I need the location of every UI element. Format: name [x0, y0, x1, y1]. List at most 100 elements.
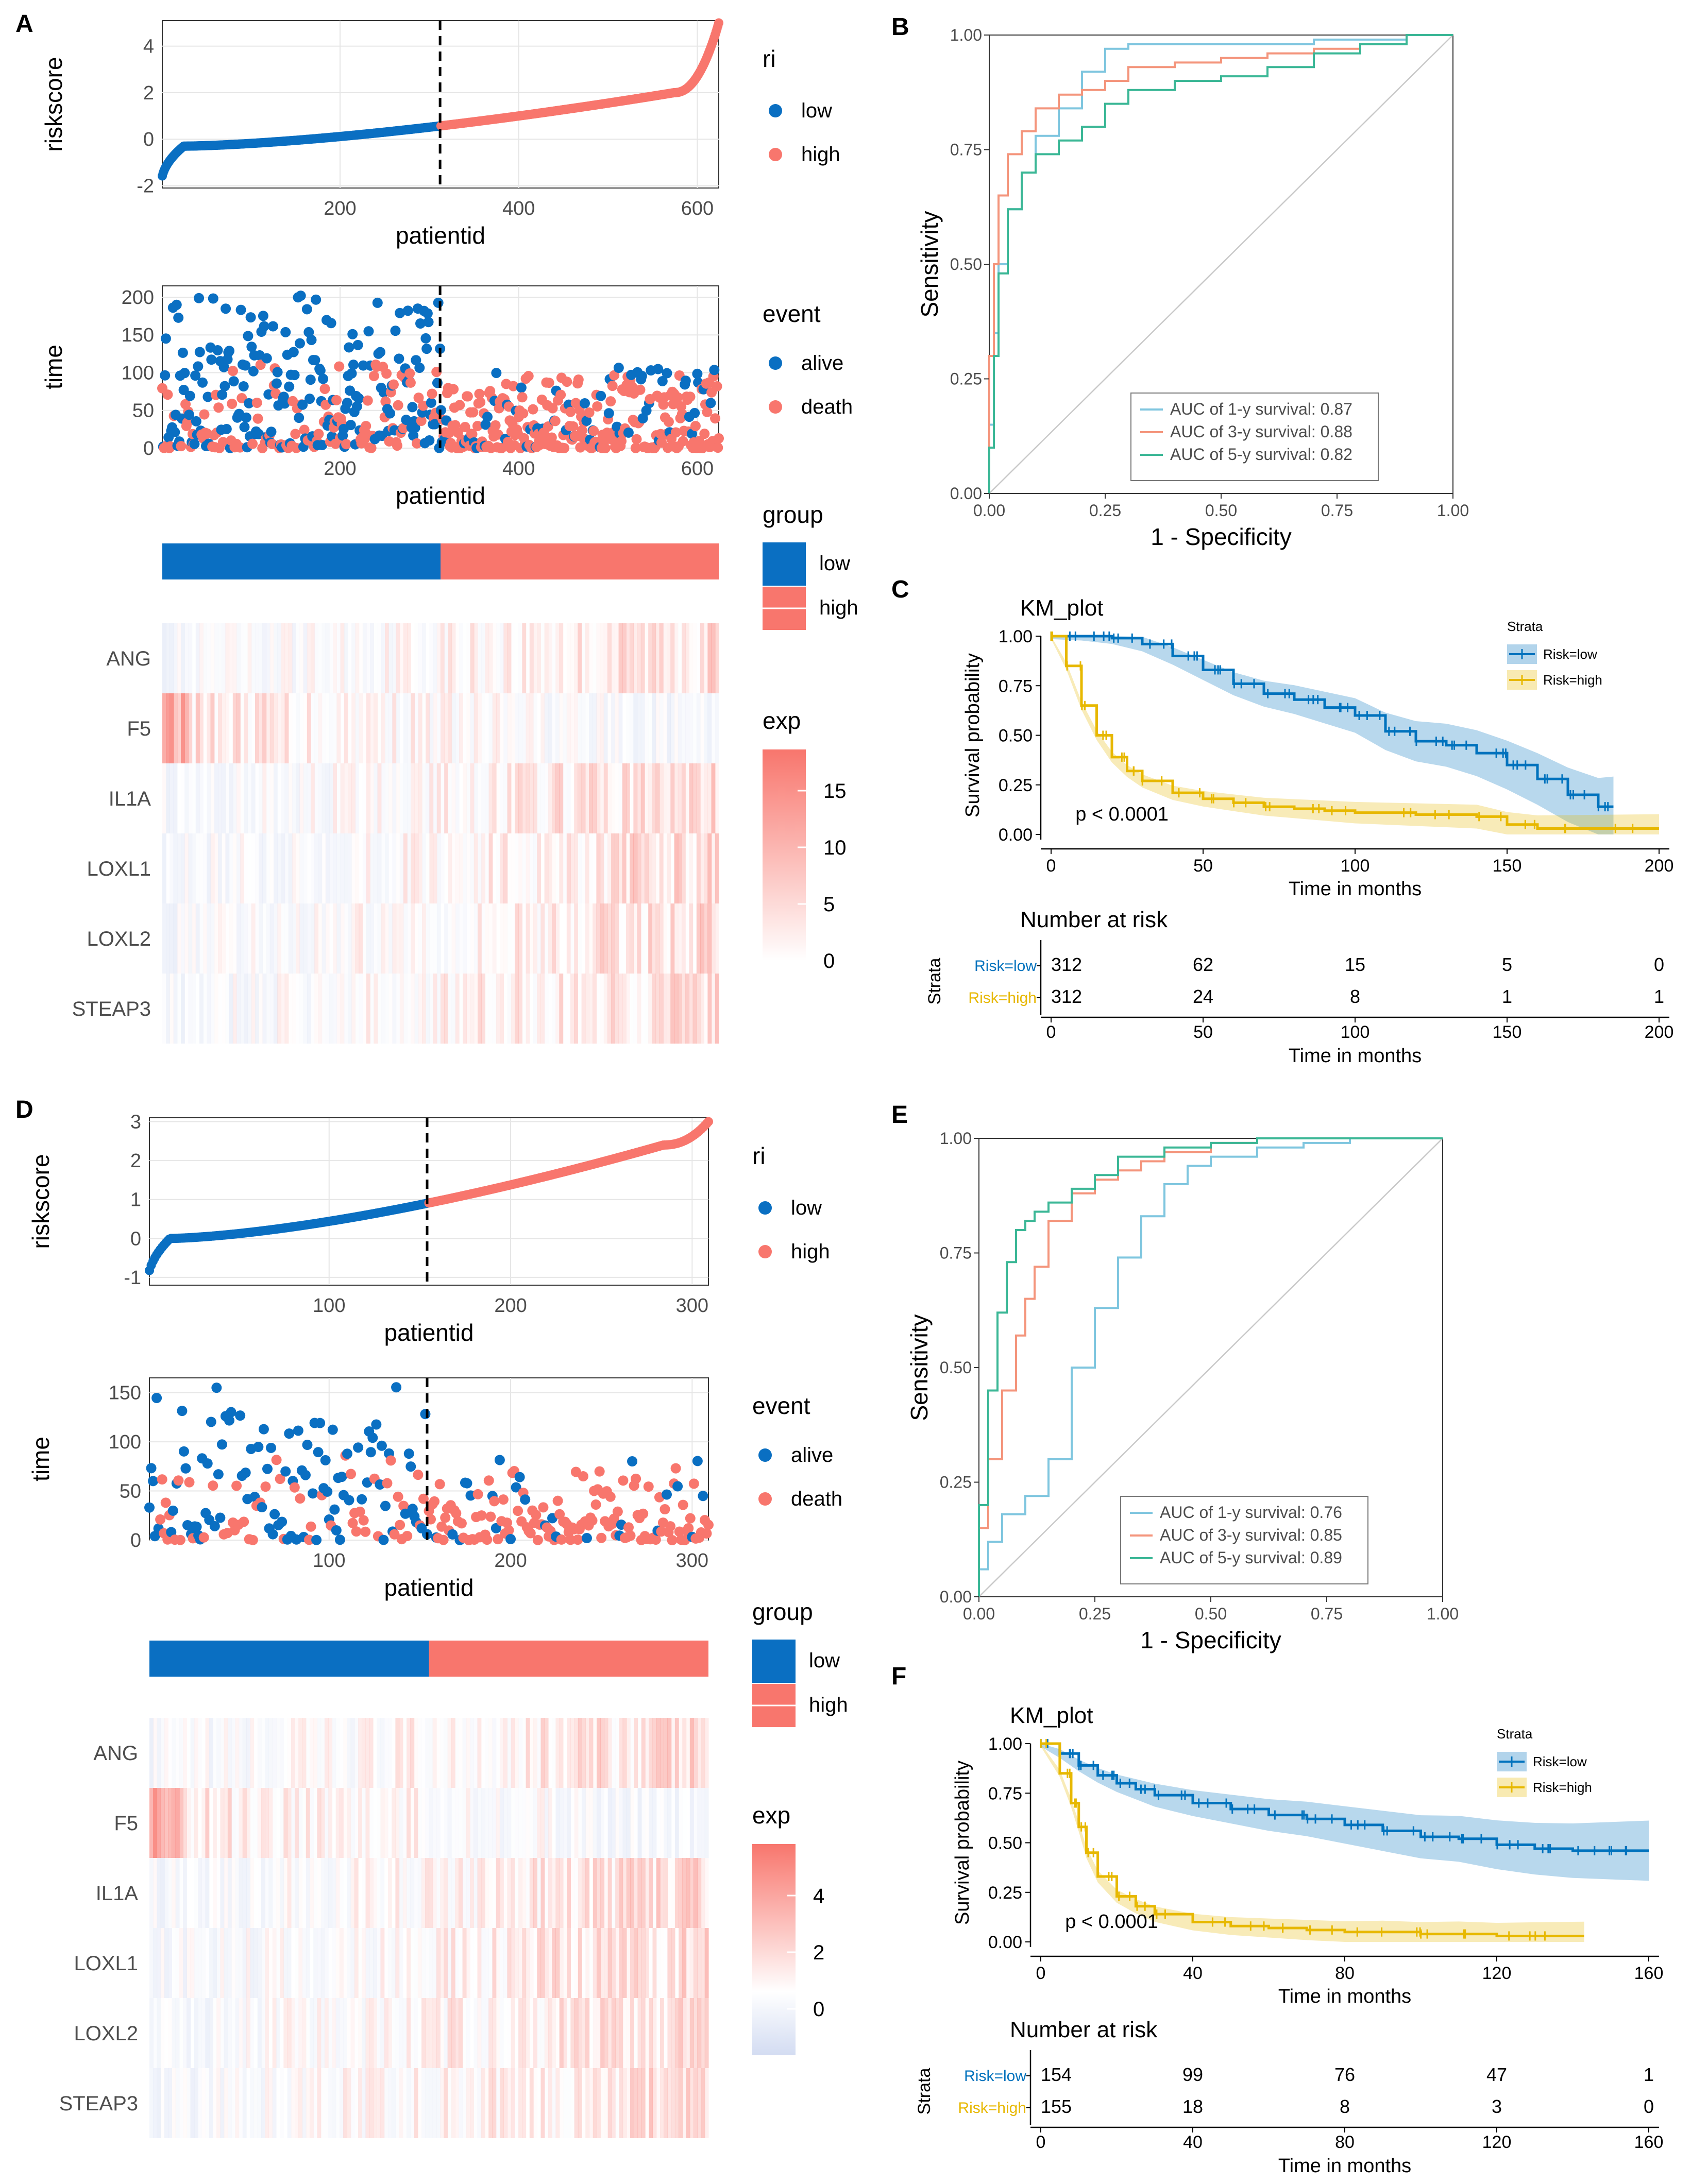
heatmap-cell — [162, 623, 166, 693]
heatmap-cell — [626, 1998, 631, 2068]
time-point — [288, 347, 299, 357]
heatmap-cell — [192, 693, 196, 763]
risk-x-axis-title: Time in months — [1278, 2155, 1411, 2177]
heatmap-cell — [374, 833, 378, 903]
heatmap-cell — [448, 763, 452, 833]
heatmap-cell — [481, 1858, 485, 1928]
time-point — [191, 1522, 202, 1532]
heatmap-cell — [518, 974, 522, 1044]
time-point — [426, 397, 436, 408]
x-tick-label: 1.00 — [1437, 501, 1469, 520]
time-point — [385, 1455, 396, 1466]
heatmap-cell — [655, 903, 660, 974]
panel-label-f: F — [891, 1663, 906, 1690]
heatmap-cell — [555, 1858, 560, 1928]
heatmap-cell — [704, 903, 708, 974]
heatmap-cell — [452, 833, 456, 903]
heatmap-cell — [403, 693, 408, 763]
heatmap-cell — [634, 2068, 638, 2138]
time-point — [454, 400, 465, 411]
heatmap-cell — [418, 763, 422, 833]
heatmap-cell — [634, 1788, 638, 1858]
heatmap-cell — [184, 623, 189, 693]
heatmap-cell — [170, 623, 174, 693]
heatmap-cell — [462, 1928, 467, 1998]
km-legend-label-2: Risk=high — [1543, 672, 1602, 688]
time-point — [625, 1530, 636, 1541]
y-tick-label: 0.50 — [940, 1358, 972, 1377]
heatmap-cell — [492, 2068, 497, 2138]
heatmap-cell — [259, 974, 263, 1044]
heatmap-cell — [540, 623, 545, 693]
heatmap-row-loxl2 — [162, 903, 719, 974]
time-point — [177, 1406, 188, 1417]
heatmap-cell — [153, 1788, 158, 1858]
heatmap-cell — [436, 763, 441, 833]
y-tick-label: 0.75 — [950, 141, 982, 159]
heatmap-cell — [257, 1718, 262, 1788]
heatmap-cell — [366, 903, 370, 974]
panel-label-b: B — [891, 13, 909, 41]
heatmap-cell — [173, 623, 178, 693]
heatmap-cell — [555, 903, 560, 974]
heatmap-cell — [313, 1858, 318, 1928]
legend-death-marker — [758, 1492, 772, 1506]
heatmap-cell — [332, 1718, 336, 1788]
heatmap-cell — [570, 1928, 574, 1998]
heatmap-cell — [170, 833, 174, 903]
time-point — [676, 401, 687, 412]
heatmap-cell — [170, 974, 174, 1044]
heatmap-cell — [181, 903, 185, 974]
heatmap-cell — [377, 1788, 381, 1858]
heatmap-cell — [328, 1858, 333, 1928]
heatmap-cell — [533, 693, 537, 763]
x-tick-label: 600 — [681, 198, 714, 219]
heatmap-cell — [559, 693, 564, 763]
heatmap-cell — [392, 1788, 396, 1858]
heatmap-cell — [216, 1858, 221, 1928]
heatmap-cell — [633, 833, 638, 903]
heatmap-cell — [274, 974, 278, 1044]
heatmap-cell — [184, 693, 189, 763]
heatmap-cell — [652, 693, 656, 763]
heatmap-cell — [179, 1718, 183, 1788]
heatmap-cell — [518, 2068, 522, 2138]
heatmap-cell — [478, 693, 482, 763]
heatmap-cell — [177, 903, 181, 974]
heatmap-cell — [640, 833, 645, 903]
legend-low-marker — [758, 1201, 772, 1215]
heatmap-cell — [533, 833, 537, 903]
heatmap-cell — [187, 1928, 191, 1998]
heatmap-cell — [697, 1858, 702, 1928]
heatmap-cell — [399, 1998, 403, 2068]
heatmap-cell — [173, 693, 178, 763]
heatmap-cell — [689, 903, 694, 974]
heatmap-cell — [474, 903, 478, 974]
heatmap-cell — [686, 1718, 690, 1788]
gene-label: STEAP3 — [59, 2092, 138, 2115]
heatmap-cell — [399, 763, 404, 833]
heatmap-cell — [318, 763, 323, 833]
time-point — [176, 441, 187, 452]
heatmap-cell — [265, 1998, 269, 2068]
heatmap-cell — [674, 833, 679, 903]
heatmap-cell — [466, 903, 470, 974]
x-tick-label: 600 — [681, 458, 714, 480]
heatmap-cell — [414, 1858, 418, 1928]
heatmap-cell — [224, 1998, 228, 2068]
heatmap-cell — [303, 763, 308, 833]
heatmap-cell — [682, 623, 686, 693]
heatmap-cell — [659, 903, 664, 974]
time-point — [414, 362, 425, 373]
heatmap-cell — [277, 974, 281, 1044]
heatmap-cell — [488, 1998, 493, 2068]
heatmap-cell — [693, 833, 697, 903]
heatmap-cell — [365, 1858, 370, 1928]
heatmap-cell — [190, 1788, 195, 1858]
heatmap-cell — [274, 693, 278, 763]
heatmap-cell — [478, 833, 482, 903]
heatmap-cell — [317, 1718, 322, 1788]
heatmap-cell — [325, 974, 330, 1044]
heatmap-cell — [276, 2068, 280, 2138]
heatmap-cell — [552, 1788, 556, 1858]
